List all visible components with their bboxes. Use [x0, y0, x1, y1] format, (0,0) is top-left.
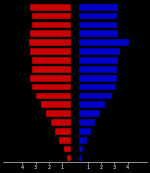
Bar	[79, 128, 91, 135]
Bar	[79, 110, 100, 117]
Bar	[67, 155, 71, 161]
Bar	[79, 119, 95, 126]
Bar	[51, 119, 71, 126]
Bar	[79, 137, 87, 144]
Bar	[32, 84, 71, 90]
Bar	[79, 75, 117, 81]
Bar	[79, 13, 117, 19]
Bar	[79, 57, 118, 64]
Bar	[79, 93, 112, 99]
Bar	[79, 39, 129, 46]
Bar	[46, 110, 71, 117]
Bar	[30, 30, 71, 37]
Bar	[41, 101, 71, 108]
Bar	[36, 93, 71, 99]
Bar	[79, 101, 105, 108]
Bar	[55, 128, 71, 135]
Bar	[79, 155, 82, 161]
Bar	[79, 66, 117, 73]
Bar	[32, 22, 71, 28]
Bar	[32, 13, 71, 19]
Bar	[79, 146, 83, 152]
Bar	[79, 84, 116, 90]
Bar	[32, 66, 71, 73]
Bar	[30, 48, 71, 55]
Bar	[64, 146, 71, 152]
Bar	[79, 22, 117, 28]
Bar	[79, 30, 118, 37]
Bar	[59, 137, 71, 144]
Bar	[79, 48, 120, 55]
Bar	[29, 39, 71, 46]
Bar	[30, 4, 71, 11]
Bar	[79, 4, 118, 11]
Bar	[32, 57, 71, 64]
Bar	[30, 75, 71, 81]
